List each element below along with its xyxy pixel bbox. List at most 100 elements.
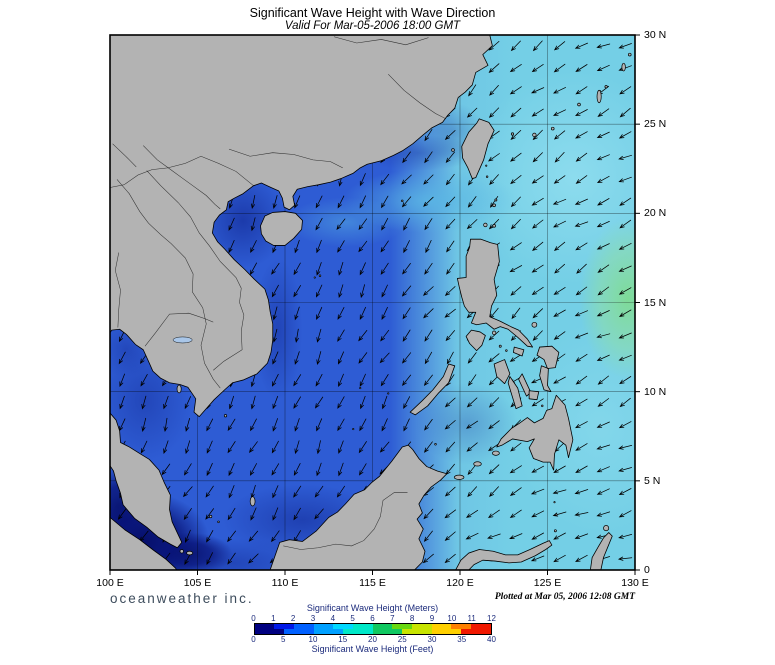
wave-direction-arrow	[618, 154, 632, 160]
wave-direction-arrow	[293, 374, 302, 387]
wave-direction-arrow	[271, 440, 279, 454]
wave-direction-arrow	[424, 441, 433, 453]
wave-direction-arrow	[510, 152, 522, 162]
legend-tick-value: 5	[281, 635, 286, 644]
wave-direction-arrow	[619, 376, 632, 385]
wave-direction-arrow	[532, 241, 544, 252]
wave-direction-arrow	[574, 310, 588, 317]
wave-direction-arrow	[618, 265, 632, 272]
wave-direction-arrow	[206, 530, 214, 543]
wave-direction-arrow	[271, 463, 280, 476]
wave-direction-arrow	[338, 462, 344, 477]
wave-direction-arrow	[401, 285, 412, 297]
wave-direction-arrow	[358, 441, 367, 454]
wave-direction-arrow	[119, 395, 125, 410]
wave-direction-arrow	[360, 284, 365, 299]
wave-direction-arrow	[316, 440, 321, 455]
wave-direction-arrow	[403, 418, 410, 432]
wave-direction-arrow	[422, 553, 434, 564]
wave-direction-arrow	[358, 352, 368, 364]
wave-direction-arrow	[272, 485, 279, 499]
wave-direction-arrow	[250, 418, 257, 432]
wave-direction-arrow	[465, 420, 479, 429]
wave-direction-arrow	[575, 353, 588, 362]
legend-tick-value: 40	[487, 635, 496, 644]
wave-direction-arrow	[338, 440, 344, 454]
wave-direction-arrow	[488, 153, 500, 162]
wave-direction-arrow	[293, 262, 301, 276]
wave-direction-arrow	[271, 262, 280, 275]
wave-direction-arrow	[293, 285, 301, 298]
wave-direction-arrow	[250, 240, 257, 253]
wave-direction-arrow	[510, 286, 522, 296]
lat-tick-label: 15 N	[644, 296, 667, 309]
wave-direction-arrow	[250, 507, 257, 521]
wave-direction-arrow	[206, 418, 214, 432]
wave-direction-arrow	[488, 420, 500, 430]
wave-direction-arrow	[206, 552, 213, 566]
landmass-negros	[507, 376, 523, 410]
landmass-malay-peninsula	[110, 412, 183, 549]
wave-direction-arrow	[248, 530, 259, 542]
landmass-layer	[110, 35, 632, 570]
wave-direction-arrow	[596, 444, 611, 450]
wave-direction-arrow	[294, 239, 300, 254]
wave-direction-arrow	[552, 198, 567, 205]
wave-direction-arrow	[575, 398, 588, 407]
wave-direction-arrow	[272, 418, 278, 432]
wave-direction-arrow	[596, 421, 610, 428]
wave-direction-arrow	[250, 217, 256, 232]
wave-direction-arrow	[402, 374, 412, 386]
wave-direction-arrow	[250, 395, 256, 410]
wave-direction-arrow	[530, 555, 545, 562]
wave-direction-arrow	[445, 330, 455, 342]
wave-direction-arrow	[336, 485, 345, 498]
small-islands	[176, 52, 632, 556]
colorbar-segment	[284, 629, 314, 634]
wave-direction-arrow	[530, 488, 545, 495]
wave-direction-arrow	[596, 64, 610, 71]
wave-direction-arrow	[531, 197, 544, 206]
wave-direction-arrow	[163, 417, 168, 433]
wave-direction-arrow	[445, 441, 456, 453]
wave-direction-arrow	[488, 464, 500, 475]
wave-direction-arrow	[618, 131, 632, 139]
wave-direction-arrow	[402, 151, 411, 164]
colorbar-segment	[411, 624, 432, 629]
wave-direction-arrow	[618, 332, 632, 339]
wave-direction-arrow	[618, 488, 632, 496]
wave-direction-arrow	[618, 467, 632, 472]
colorbar-segment	[461, 629, 491, 634]
wave-direction-arrow	[249, 463, 257, 476]
wave-direction-arrow	[619, 397, 631, 408]
colorbar-segment	[343, 629, 373, 634]
wave-direction-arrow	[532, 308, 543, 319]
wave-direction-arrow	[446, 262, 455, 275]
wave-direction-arrow	[423, 508, 434, 520]
legend-feet-ticks: 0 5 10 15 20 25 30 35 40	[251, 635, 496, 644]
wave-direction-arrow	[316, 328, 322, 343]
landmass-luzon	[456, 238, 534, 348]
wave-direction-arrow	[531, 286, 544, 296]
wave-direction-arrow	[466, 219, 478, 230]
wave-direction-arrow	[358, 218, 368, 231]
colorbar-segment	[451, 624, 471, 629]
wave-direction-arrow	[444, 286, 456, 297]
wave-direction-arrow	[531, 465, 544, 473]
wave-direction-arrow	[445, 196, 456, 208]
wave-direction-arrow	[575, 131, 588, 139]
wave-direction-arrow	[294, 418, 300, 432]
wave-direction-arrow	[553, 309, 566, 317]
wave-direction-arrow	[596, 175, 610, 184]
wave-direction-arrow	[271, 373, 279, 387]
wave-direction-arrow	[531, 64, 544, 73]
lon-tick-label: 130 E	[621, 577, 649, 589]
river-mekong	[116, 179, 221, 389]
wave-direction-arrow	[531, 108, 544, 117]
border-yunnan	[112, 143, 137, 168]
wave-direction-arrow	[466, 442, 478, 452]
wave-direction-arrow	[618, 445, 633, 450]
wave-direction-arrow	[423, 530, 433, 542]
wave-direction-arrow	[424, 151, 433, 164]
